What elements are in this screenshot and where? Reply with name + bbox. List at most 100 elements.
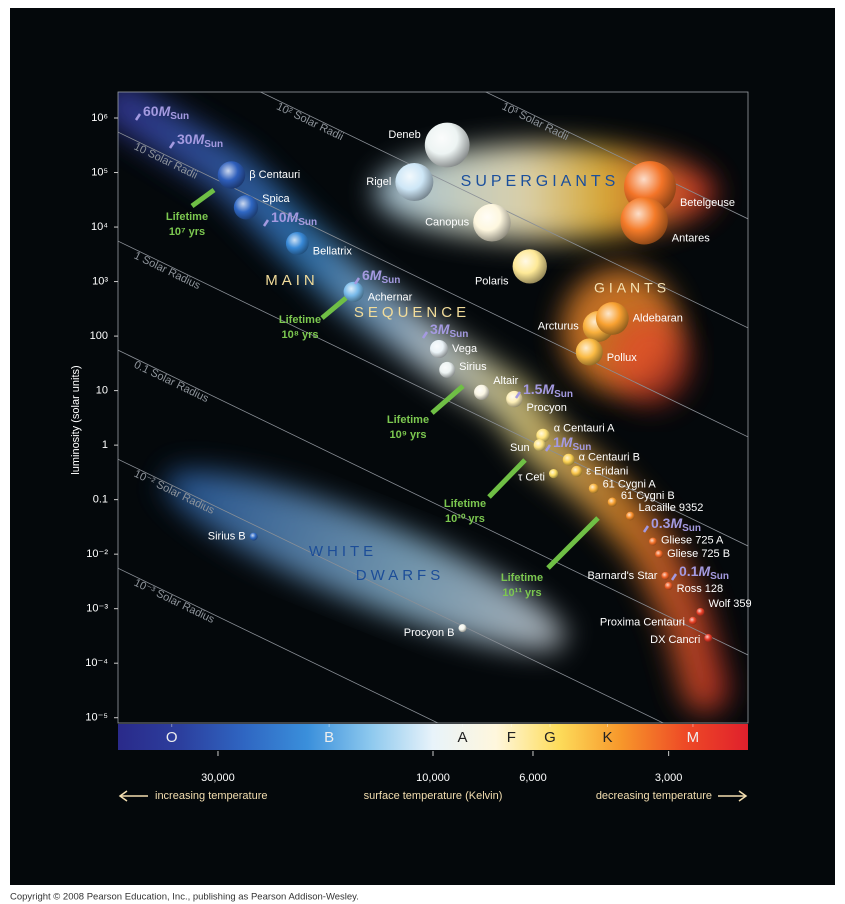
mass-value: 0.3 [651,515,671,531]
radius-line [118,240,748,547]
star-label: Barnard's Star [587,570,657,582]
spectral-class: G [544,729,556,746]
star-label: Antares [672,233,710,245]
spectral-class: M [687,729,700,746]
mass-label: 0.1MSun [679,563,729,582]
spectral-class: O [166,729,178,746]
star [424,122,470,168]
lifetime-bar [320,296,348,320]
plot-frame [117,91,749,724]
star-label: Sirius B [208,531,246,543]
arrow-left-head [118,790,128,802]
mass-unit-sub: Sun [572,442,591,453]
star-label: Vega [452,343,478,355]
star [533,439,546,452]
star-label: Procyon B [404,627,455,639]
y-tick-label: 10 [96,385,108,397]
x-axis-title: surface temperature (Kelvin) [364,790,503,802]
x-tick-label: 6,000 [519,772,547,784]
star-label: Pollux [607,352,637,364]
star-label: Gliese 725 A [661,535,724,547]
star-label: Ross 128 [677,583,723,595]
mass-tick [134,113,142,121]
star [588,483,599,494]
star [648,537,657,546]
star-label: Sirius [459,361,487,373]
lifetime-value: 10¹¹ yrs [502,587,541,599]
y-tick-label: 10⁻⁵ [85,712,108,724]
giant-glow-red [610,315,690,405]
labels: SUPERGIANTS GIANTS MAIN SEQUENCE WHITE DWARFS… [134,103,752,646]
lifetime-bar [430,384,465,415]
star-label: Spica [262,193,290,205]
star [548,469,559,479]
mass-unit-sub: Sun [554,389,573,400]
y-tick-label: 10⁵ [91,166,108,178]
copyright: Copyright © 2008 Pearson Education, Inc.… [10,892,359,903]
mass-unit: M [159,103,171,119]
star-label: 61 Cygni B [621,490,675,502]
region-label: SEQUENCE [354,304,470,321]
stars [217,122,713,642]
star-label: 61 Cygni A [603,478,657,490]
star [249,532,258,541]
spectral-class: B [324,729,334,746]
star [575,338,603,366]
x-tick-label: 3,000 [655,772,683,784]
radius-line [118,349,748,656]
temperature-arrows [118,790,748,802]
star [536,428,550,443]
y-tick-label: 10⁻² [86,548,108,560]
mass-unit: M [542,381,554,397]
y-tick-label: 10³ [92,275,108,287]
star-label: Proxima Centauri [600,617,685,629]
star [395,163,434,202]
mass-value: 3 [430,321,438,337]
mass-unit-sub: Sun [381,275,400,286]
star [285,232,309,255]
mass-label: 1.5MSun [523,381,573,400]
star-label: Gliese 725 B [667,548,730,560]
mass-unit-sub: Sun [204,139,223,150]
star [625,511,635,521]
star [664,582,673,591]
arrow-right-head [738,790,748,802]
mass-tick [262,219,270,227]
star [620,197,668,245]
mass-value: 60 [143,103,159,119]
spectral-class: F [507,729,516,746]
mass-unit-sub: Sun [449,329,468,340]
star [217,161,246,189]
star-label: Rigel [366,176,391,188]
lifetime-bar [487,458,527,499]
y-tick-label: 100 [90,330,108,342]
mass-value: 10 [271,209,287,225]
star-label: Betelgeuse [680,197,735,209]
star-label: Canopus [425,217,470,229]
x-right-note: decreasing temperature [596,790,712,802]
radius-line [118,567,439,723]
y-tick-label: 10⁻⁴ [85,657,108,669]
star-label: Aldebaran [633,312,683,324]
star-label: ε Eridani [586,465,628,477]
lifetime-value: 10⁹ yrs [389,429,426,441]
star-label: Wolf 359 [708,598,751,610]
star-label: β Centauri [249,169,300,181]
lifetime-value: 10⁸ yrs [281,329,318,341]
star-label: Altair [493,375,518,387]
mass-label: 60MSun [143,103,189,122]
spectral-class: A [458,729,468,746]
star-label: Lacaille 9352 [639,502,704,514]
mass-value: 30 [177,131,193,147]
lifetime-bar [546,516,600,570]
star [439,361,456,378]
star-label: Sun [510,442,530,454]
star [661,571,670,580]
star [512,249,547,284]
y-tick-label: 10⁴ [91,221,108,233]
star [571,465,583,477]
mass-label: 6MSun [362,267,400,286]
region-label: MAIN [265,272,319,289]
x-left-note: increasing temperature [155,790,268,802]
